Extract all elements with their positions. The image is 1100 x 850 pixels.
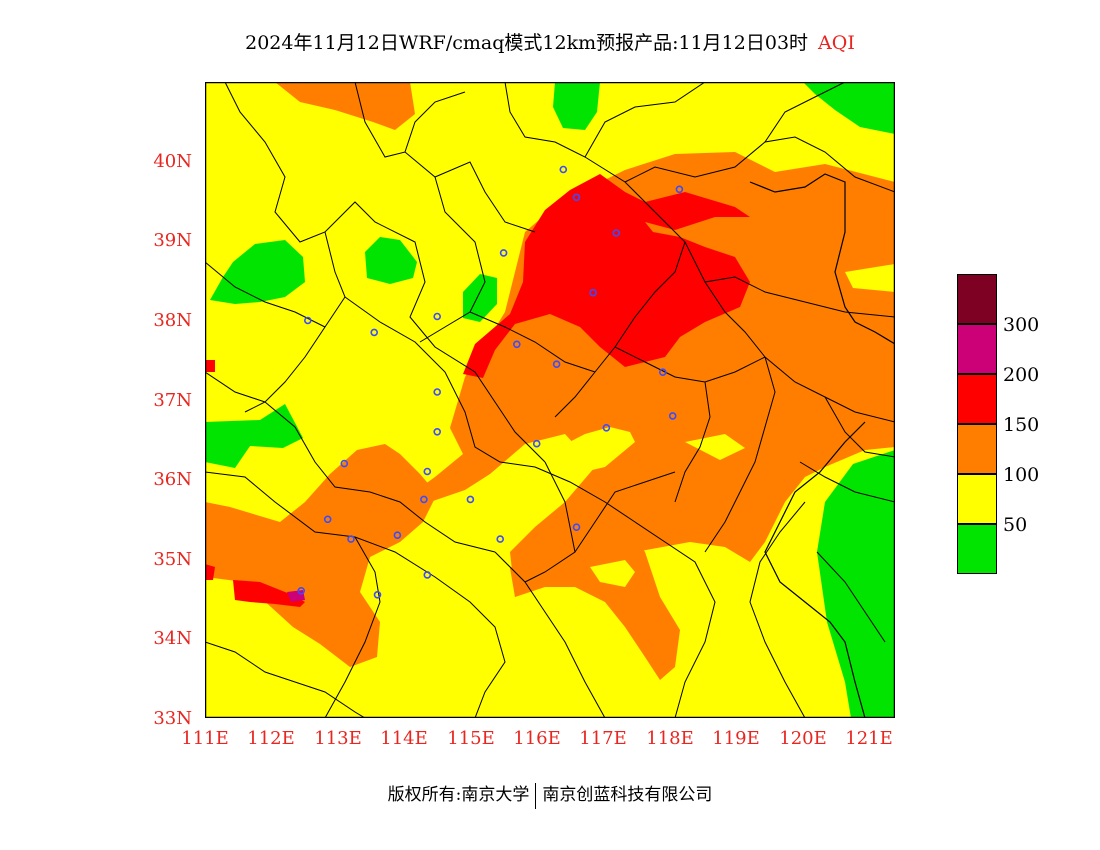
city-station-marker xyxy=(393,531,402,540)
y-tick-label: 38N xyxy=(153,310,192,331)
city-station-marker xyxy=(304,316,312,325)
x-tick-label: 116E xyxy=(513,728,561,749)
aqi-map[interactable] xyxy=(205,82,895,718)
city-station-marker xyxy=(323,515,332,524)
city-station-marker xyxy=(612,229,621,237)
legend-swatch-moderate xyxy=(957,474,997,524)
city-station-marker xyxy=(340,459,349,468)
city-station-marker xyxy=(675,185,684,194)
x-tick-label: 119E xyxy=(712,728,760,749)
aqi-band-unhealthy-southwest xyxy=(233,580,305,607)
aqi-band-good-sea xyxy=(817,450,895,718)
aqi-band-moderate-island-2 xyxy=(590,560,635,587)
title-text: 2024年11月12日WRF/cmaq模式12km预报产品:11月12日03时 xyxy=(245,32,809,54)
aqi-band-sensitive-southwest xyxy=(205,444,437,667)
legend-swatch-good xyxy=(957,524,997,574)
aqi-band-unhealthy-west-edge xyxy=(205,564,215,580)
city-station-marker xyxy=(370,328,378,337)
city-station-marker xyxy=(423,571,432,579)
city-station-marker xyxy=(512,340,521,349)
coastline xyxy=(749,173,895,718)
legend-label: 50 xyxy=(1003,514,1028,536)
city-station-marker xyxy=(297,586,305,595)
city-station-marker xyxy=(552,360,561,369)
station-markers xyxy=(297,165,684,599)
aqi-band-sensitive-southeast xyxy=(510,522,680,680)
city-station-marker xyxy=(658,368,667,377)
city-station-marker xyxy=(420,495,428,504)
x-tick-label: 118E xyxy=(646,728,694,749)
y-tick-label: 39N xyxy=(153,230,192,251)
city-station-marker xyxy=(559,165,568,174)
legend-swatch-very-unhealthy xyxy=(957,324,997,374)
city-station-marker xyxy=(433,388,441,396)
aqi-band-moderate-island-4 xyxy=(685,434,745,460)
aqi-band-moderate-island-1 xyxy=(515,427,635,502)
aqi-band-good-west-1 xyxy=(210,240,305,304)
city-station-marker xyxy=(466,495,475,504)
y-tick-label: 36N xyxy=(153,469,192,490)
aqi-band-sensitive-northeast xyxy=(400,152,895,597)
y-tick-label: 34N xyxy=(153,628,192,649)
y-tick-label: 40N xyxy=(153,151,192,172)
map-title: 2024年11月12日WRF/cmaq模式12km预报产品:11月12日03时 A… xyxy=(0,28,1100,55)
aqi-band-unhealthy-west-edge-2 xyxy=(205,360,215,372)
copyright-company: 南京创蓝科技有限公司 xyxy=(542,785,713,805)
city-station-marker xyxy=(347,535,355,543)
city-station-marker xyxy=(373,590,382,599)
y-tick-label: 33N xyxy=(153,708,192,729)
x-tick-label: 112E xyxy=(247,728,295,749)
legend-label: 300 xyxy=(1003,314,1040,336)
title-aqi-tag: AQI xyxy=(818,32,855,54)
city-station-marker xyxy=(423,467,432,476)
legend-label: 100 xyxy=(1003,464,1040,486)
city-station-marker xyxy=(572,193,581,202)
aqi-band-unhealthy-north xyxy=(463,174,750,378)
city-station-marker xyxy=(433,427,441,436)
legend-label: 150 xyxy=(1003,414,1040,436)
aqi-band-moderate-island-3 xyxy=(845,264,895,292)
aqi-band-sensitive-northwest xyxy=(275,82,415,130)
x-tick-label: 115E xyxy=(447,728,495,749)
x-tick-label: 114E xyxy=(380,728,428,749)
y-tick-label: 37N xyxy=(153,390,192,411)
city-station-marker xyxy=(496,535,505,543)
city-station-marker xyxy=(668,412,677,420)
city-station-marker xyxy=(499,249,508,257)
copyright-footer: 版权所有:南京大学 南京创蓝科技有限公司 xyxy=(0,780,1100,809)
legend-swatch-hazardous xyxy=(957,274,997,324)
x-tick-label: 111E xyxy=(181,728,229,749)
aqi-band-good-west-2 xyxy=(365,237,417,284)
footer-separator xyxy=(535,782,537,809)
x-tick-label: 120E xyxy=(779,728,827,749)
aqi-band-good-northeast xyxy=(803,82,895,134)
aqi-map-canvas xyxy=(205,82,895,718)
city-station-marker xyxy=(532,439,541,448)
legend-swatch-unhealthy xyxy=(957,374,997,424)
city-station-marker xyxy=(572,523,581,532)
city-station-marker xyxy=(602,423,611,432)
copyright-owner: 版权所有:南京大学 xyxy=(387,785,530,805)
aqi-band-good-north xyxy=(553,82,600,130)
aqi-band-good-southwest xyxy=(205,404,303,468)
province-boundaries xyxy=(205,82,895,718)
x-tick-label: 121E xyxy=(845,728,893,749)
city-station-marker xyxy=(433,312,441,321)
legend-label: 200 xyxy=(1003,364,1040,386)
x-tick-label: 117E xyxy=(579,728,627,749)
legend-swatch-unhealthy-sensitive xyxy=(957,424,997,474)
map-frame xyxy=(205,82,895,718)
y-tick-label: 35N xyxy=(153,549,192,570)
city-station-marker xyxy=(589,288,597,297)
x-tick-label: 113E xyxy=(314,728,362,749)
